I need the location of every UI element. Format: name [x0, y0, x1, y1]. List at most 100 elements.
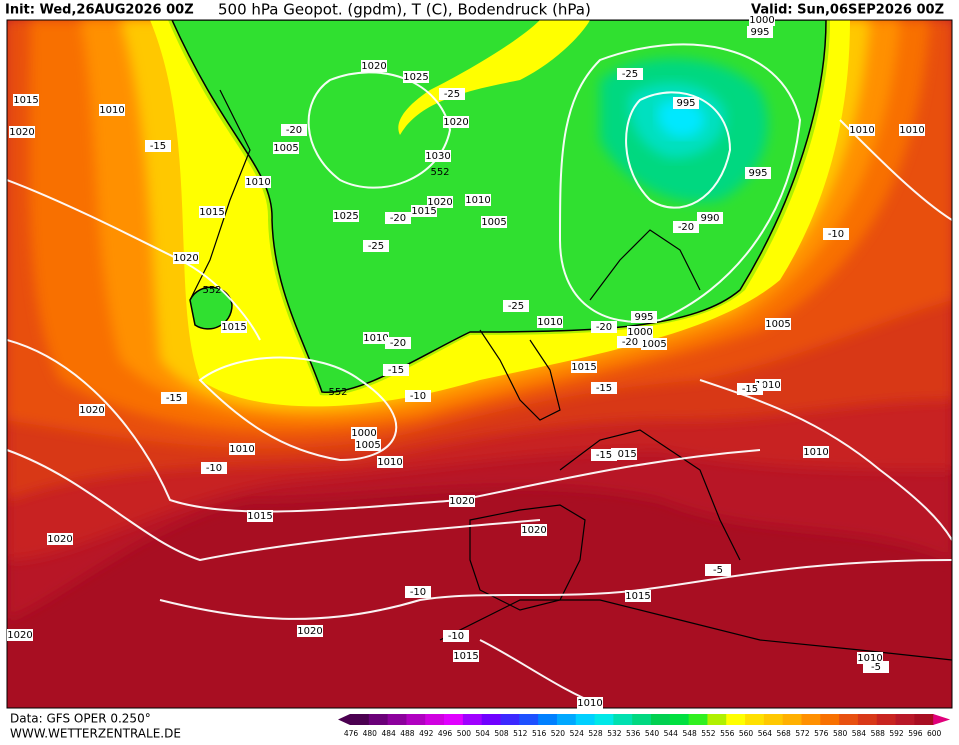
isobar-label: 1005	[355, 440, 380, 451]
legend-swatch	[519, 714, 539, 725]
isobar-label: 995	[676, 98, 695, 109]
data-source: Data: GFS OPER 0.250°	[10, 712, 151, 726]
isobar-label-box	[641, 338, 667, 350]
temperature-label: -25	[444, 89, 460, 100]
legend-label: 564	[758, 729, 773, 738]
isobar-label-box	[537, 316, 563, 328]
legend-swatch	[350, 714, 370, 725]
temperature-label-box	[673, 221, 699, 233]
isobar-label: 1010	[537, 317, 562, 328]
legend-label: 508	[494, 729, 509, 738]
isobar-label: 1020	[47, 534, 72, 545]
isobar-label-box	[625, 590, 651, 602]
isobar-label-box	[673, 97, 699, 109]
temperature-label: -25	[622, 69, 638, 80]
isobar-label-box	[79, 404, 105, 416]
isobar-label: 1020	[449, 496, 474, 507]
isobar-label: 1010	[229, 444, 254, 455]
legend-arrow-left	[338, 714, 350, 725]
temperature-label: -15	[742, 384, 758, 395]
isobar-label: 1010	[849, 125, 874, 136]
legend-swatch	[688, 714, 708, 725]
temperature-label-box	[591, 382, 617, 394]
temperature-label: -15	[596, 383, 612, 394]
isobar-label: 1015	[611, 449, 636, 460]
temperature-label: -5	[871, 662, 881, 673]
isobar-label-box	[425, 150, 451, 162]
legend-label: 556	[720, 729, 735, 738]
isobar-label: 1020	[521, 525, 546, 536]
isobar-label-box	[571, 361, 597, 373]
isobar-label: 1015	[247, 511, 272, 522]
legend-swatch	[801, 714, 821, 725]
isobar-label-box	[245, 176, 271, 188]
legend-swatch	[613, 714, 633, 725]
legend-label: 496	[438, 729, 453, 738]
temperature-label: -10	[410, 391, 426, 402]
isobar-label-box	[333, 210, 359, 222]
temperature-label-box	[823, 228, 849, 240]
isobar-label: 1010	[755, 380, 780, 391]
temperature-label: -10	[448, 631, 464, 642]
legend-swatch	[763, 714, 784, 725]
isobar-label-box	[99, 104, 125, 116]
isobar-label-box	[443, 116, 469, 128]
temperature-label-box	[145, 140, 171, 152]
isobar-label: 1030	[425, 151, 450, 162]
legend-swatch	[669, 714, 690, 725]
isobar-label: 1010	[245, 177, 270, 188]
temperature-label-box	[383, 364, 409, 376]
legend-swatch	[575, 714, 596, 725]
legend-label: 576	[814, 729, 829, 738]
legend-swatch	[481, 714, 501, 725]
map-title: 500 hPa Geopot. (gpdm), T (C), Bodendruc…	[218, 1, 591, 19]
isobar-label-box	[697, 212, 723, 224]
legend-swatch	[707, 714, 727, 725]
temperature-label: -15	[166, 393, 182, 404]
isobar-label: 1010	[363, 333, 388, 344]
legend-swatch	[500, 714, 520, 725]
legend-label: 584	[852, 729, 867, 738]
isobar-label: 1025	[403, 72, 428, 83]
legend-swatch	[914, 714, 934, 725]
temperature-label: -25	[368, 241, 384, 252]
isobar-label: 1010	[377, 457, 402, 468]
isobar-label-box	[221, 321, 247, 333]
isobar-label: 1010	[803, 447, 828, 458]
init-time: Init: Wed,26AUG2026 00Z	[5, 3, 194, 18]
isobar-label: 1020	[79, 405, 104, 416]
isobar-label-box	[173, 252, 199, 264]
isobar-label-box	[13, 94, 39, 106]
isobar-label-box	[631, 311, 657, 323]
isobar-label-box	[229, 443, 255, 455]
legend-label: 504	[476, 729, 491, 738]
temperature-label-box	[281, 124, 307, 136]
temperature-label: -20	[390, 338, 406, 349]
isobar-label: 1000	[627, 327, 652, 338]
isobar-label-box	[47, 533, 73, 545]
temperature-label-box	[591, 321, 617, 333]
isobar-label-box	[849, 124, 875, 136]
isobar-label-box	[749, 14, 775, 26]
isobar-label-box	[803, 446, 829, 458]
temperature-label-box	[161, 392, 187, 404]
legend-label: 536	[626, 729, 641, 738]
legend-label: 560	[739, 729, 754, 738]
isobar-label: 1005	[641, 339, 666, 350]
legend-label: 512	[513, 729, 528, 738]
legend-label: 484	[381, 729, 396, 738]
temperature-label-box	[617, 336, 643, 348]
isobar-label: 1015	[13, 95, 38, 106]
legend-label: 592	[889, 729, 904, 738]
isobar-label: 995	[750, 27, 769, 38]
temperature-label-box	[617, 68, 643, 80]
isobar-label-box	[247, 510, 273, 522]
legend-label: 580	[833, 729, 848, 738]
isobar-label: 1010	[857, 653, 882, 664]
legend-swatch	[632, 714, 652, 725]
valid-time: Valid: Sun,06SEP2026 00Z	[751, 3, 944, 18]
isobar-label-box	[411, 205, 437, 217]
legend-label: 500	[457, 729, 472, 738]
isobar-label-box	[745, 167, 771, 179]
